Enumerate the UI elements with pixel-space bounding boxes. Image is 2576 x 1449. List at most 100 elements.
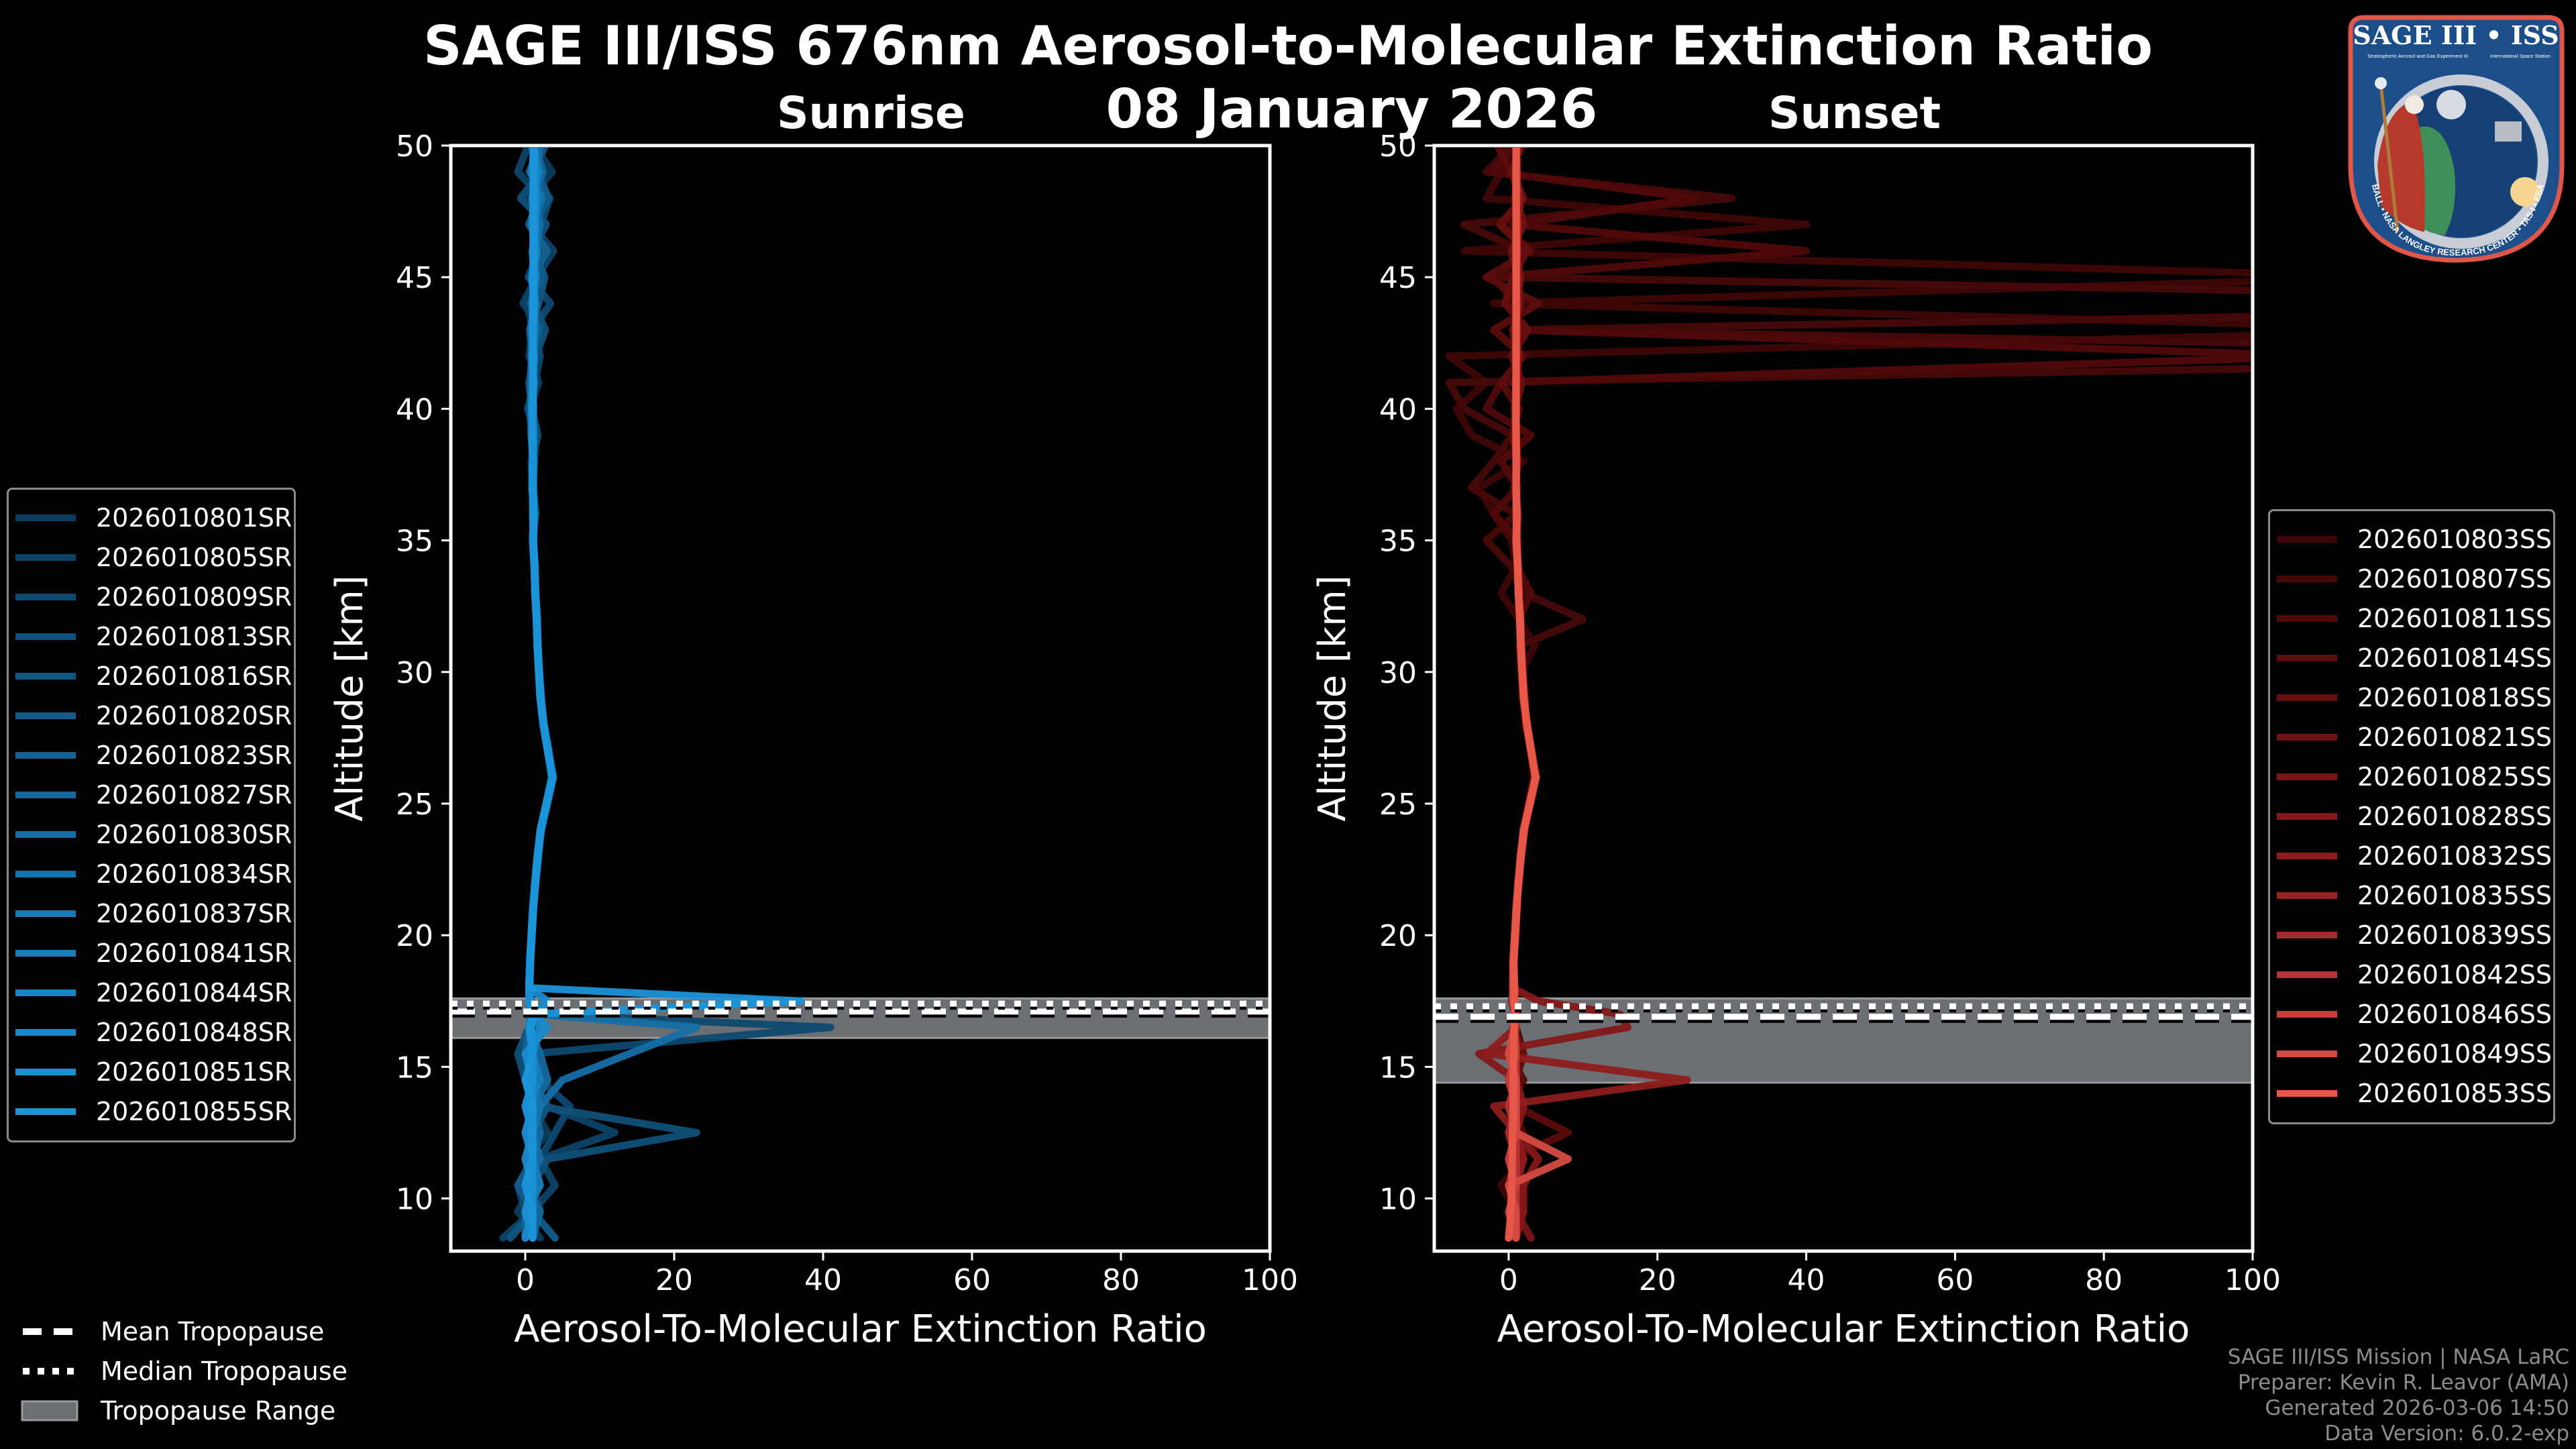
sunrise-panel: 0 20 40 60 80 100 10 15 20 25 30 35 40 45 50 Aerosol-To… (328, 129, 1298, 1351)
badge-subtitle-right: International Space Station (2490, 53, 2551, 59)
legend-label: 2026010846SS (2357, 999, 2553, 1029)
y-tick-label: 15 (396, 1051, 433, 1085)
legend-label: 2026010837SR (96, 898, 292, 928)
legend-item-2026010842SS: 2026010842SS (2270, 955, 2553, 994)
legend-swatch (2277, 1089, 2337, 1097)
x-tick-label: 80 (1102, 1263, 1140, 1297)
legend-label: 2026010851SR (96, 1057, 292, 1087)
sunset-legend: 2026010803SS 2026010807SS 2026010811SS 2026… (2268, 509, 2555, 1124)
x-tick-label: 20 (1639, 1263, 1676, 1297)
legend-swatch (2277, 1010, 2337, 1018)
legend-swatch (2277, 575, 2337, 582)
legend-item-2026010814SS: 2026010814SS (2270, 638, 2553, 678)
legend-item-2026010827SR: 2026010827SR (9, 775, 294, 814)
x-tick-label: 80 (2085, 1263, 2123, 1297)
footer-version: Data Version: 6.0.2-exp (2324, 1421, 2569, 1446)
legend-swatch (15, 791, 76, 798)
legend-item-2026010839SS: 2026010839SS (2270, 915, 2553, 955)
legend-label: 2026010821SS (2357, 722, 2553, 752)
legend-item-2026010818SS: 2026010818SS (2270, 678, 2553, 717)
legend-swatch (15, 989, 76, 996)
legend-item-2026010805SR: 2026010805SR (9, 537, 294, 577)
legend-swatch (15, 751, 76, 759)
legend-label: 2026010818SS (2357, 682, 2553, 712)
axes-frame (1432, 144, 2255, 1253)
legend-label: 2026010814SS (2357, 643, 2553, 673)
x-tick-label: 40 (804, 1263, 842, 1297)
badge-title: SAGE III • ISS (2353, 20, 2559, 50)
legend-swatch (2277, 733, 2337, 741)
legend-swatch (15, 949, 76, 957)
legend-swatch (2277, 654, 2337, 661)
legend-label: Mean Tropopause (101, 1316, 325, 1346)
legend-item-tropopause-range: Tropopause Range (20, 1391, 347, 1430)
y-tick-label: 35 (1379, 525, 1417, 559)
footer-mission: SAGE III/ISS Mission | NASA LaRC (2227, 1345, 2569, 1369)
y-axis-label: Altitude [km] (328, 575, 372, 821)
legend-swatch (15, 593, 76, 600)
legend-label: 2026010855SR (96, 1096, 292, 1126)
x-tick-label: 60 (953, 1263, 991, 1297)
profile-line-2026010855SR (521, 148, 805, 1242)
chart-title: SAGE III/ISS 676nm Aerosol-to-Molecular … (423, 15, 2153, 77)
legend-label: 2026010805SR (96, 542, 292, 572)
y-tick-label: 40 (396, 392, 433, 427)
profile-line-2026010809SR (514, 148, 835, 1242)
legend-label: 2026010832SS (2357, 841, 2553, 871)
axes-frame (449, 144, 1272, 1253)
legend-swatch (15, 1108, 76, 1115)
y-tick-label: 25 (1379, 788, 1417, 822)
legend-swatch (15, 672, 76, 680)
y-tick-label: 15 (1379, 1051, 1417, 1085)
legend-swatch (15, 870, 76, 877)
legend-item-median-tropopause: Median Tropopause (20, 1351, 347, 1391)
mission-badge-logo: SAGE III • ISS Stratospheric Aerosol and… (2348, 15, 2565, 263)
legend-label: 2026010813SR (96, 621, 292, 651)
tropopause-legend: Mean Tropopause Median Tropopause Tropop… (20, 1311, 347, 1430)
legend-item-2026010816SR: 2026010816SR (9, 656, 294, 696)
y-tick-label: 40 (1379, 392, 1417, 427)
dashed-line-icon (23, 1328, 79, 1335)
sunset-panel-title: Sunset (1768, 87, 1941, 139)
legend-swatch (2277, 694, 2337, 701)
legend-label: Median Tropopause (101, 1356, 347, 1386)
legend-item-2026010811SS: 2026010811SS (2270, 598, 2553, 638)
y-tick-label: 50 (396, 129, 433, 164)
legend-label: 2026010834SR (96, 859, 292, 889)
footer-generated: Generated 2026-03-06 14:50 (2265, 1396, 2569, 1420)
sunrise-panel-title: Sunrise (777, 87, 965, 139)
legend-swatch (2277, 852, 2337, 859)
legend-item-2026010825SS: 2026010825SS (2270, 757, 2553, 796)
legend-swatch (2277, 614, 2337, 622)
legend-label: 2026010807SS (2357, 564, 2553, 594)
footer-preparer: Preparer: Kevin R. Leavor (AMA) (2237, 1371, 2569, 1395)
footer-credits: SAGE III/ISS Mission | NASA LaRC Prepare… (2228, 1344, 2569, 1446)
legend-item-2026010851SR: 2026010851SR (9, 1052, 294, 1091)
legend-swatch (15, 553, 76, 561)
legend-item-2026010844SR: 2026010844SR (9, 973, 294, 1012)
legend-item-2026010813SR: 2026010813SR (9, 616, 294, 656)
legend-swatch (2277, 892, 2337, 899)
legend-label: 2026010841SR (96, 938, 292, 968)
sunset-panel: 0 20 40 60 80 100 10 15 20 25 30 35 40 45 50 Aerosol-To… (1311, 129, 2281, 1351)
profile-line-2026010805SR (499, 148, 619, 1242)
legend-item-2026010807SS: 2026010807SS (2270, 559, 2553, 598)
y-tick-label: 20 (1379, 919, 1417, 953)
chart-date: 08 January 2026 (1106, 78, 1598, 140)
legend-swatch (15, 712, 76, 719)
legend-swatch (15, 1068, 76, 1075)
x-tick-label: 60 (1936, 1263, 1974, 1297)
legend-swatch (2277, 1050, 2337, 1057)
legend-label: 2026010830SR (96, 819, 292, 849)
legend-item-2026010846SS: 2026010846SS (2270, 994, 2553, 1034)
legend-swatch (15, 514, 76, 521)
y-axis-label: Altitude [km] (1311, 575, 1354, 821)
legend-label: Tropopause Range (101, 1395, 336, 1426)
x-tick-label: 100 (2224, 1263, 2281, 1297)
legend-label: 2026010827SR (96, 780, 292, 810)
legend-swatch (15, 633, 76, 640)
legend-label: 2026010848SR (96, 1017, 292, 1047)
legend-item-2026010853SS: 2026010853SS (2270, 1073, 2553, 1113)
legend-item-mean-tropopause: Mean Tropopause (20, 1311, 347, 1351)
legend-item-2026010835SS: 2026010835SS (2270, 875, 2553, 915)
